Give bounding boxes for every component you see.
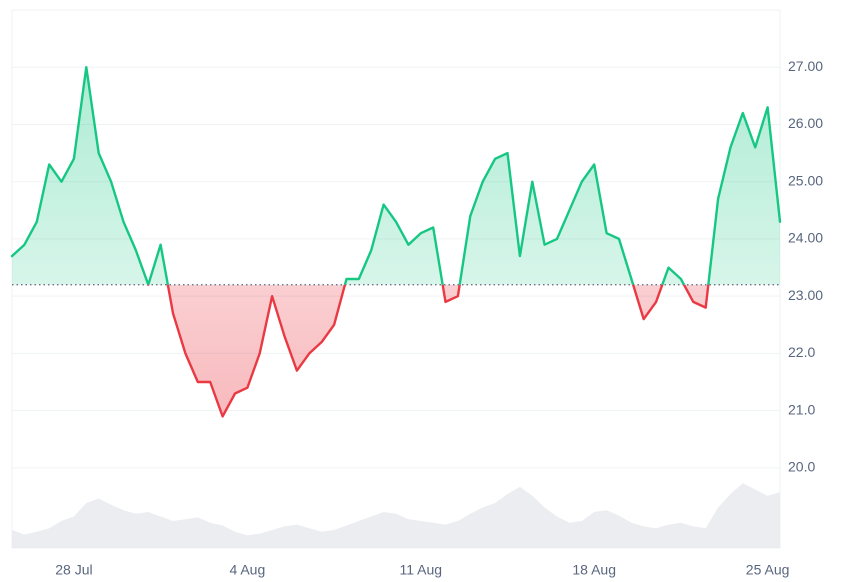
x-tick-label: 4 Aug [229,562,265,578]
price-line-up [10,66,782,285]
y-tick-label: 27.00 [788,58,823,74]
y-tick-label: 22.0 [788,344,815,360]
y-tick-label: 21.0 [788,401,815,417]
area-up [12,67,780,285]
y-tick-label: 24.00 [788,230,823,246]
y-tick-label: 20.0 [788,459,815,475]
x-tick-label: 11 Aug [399,562,442,578]
price-line-down [147,284,710,418]
x-tick-label: 18 Aug [572,562,616,578]
volume-area [12,483,780,548]
y-tick-label: 23.00 [788,287,823,303]
y-tick-label: 25.00 [788,172,823,188]
area-down [167,284,709,417]
x-tick-label: 25 Aug [746,562,790,578]
x-tick-label: 28 Jul [55,562,92,578]
y-tick-label: 26.00 [788,115,823,131]
